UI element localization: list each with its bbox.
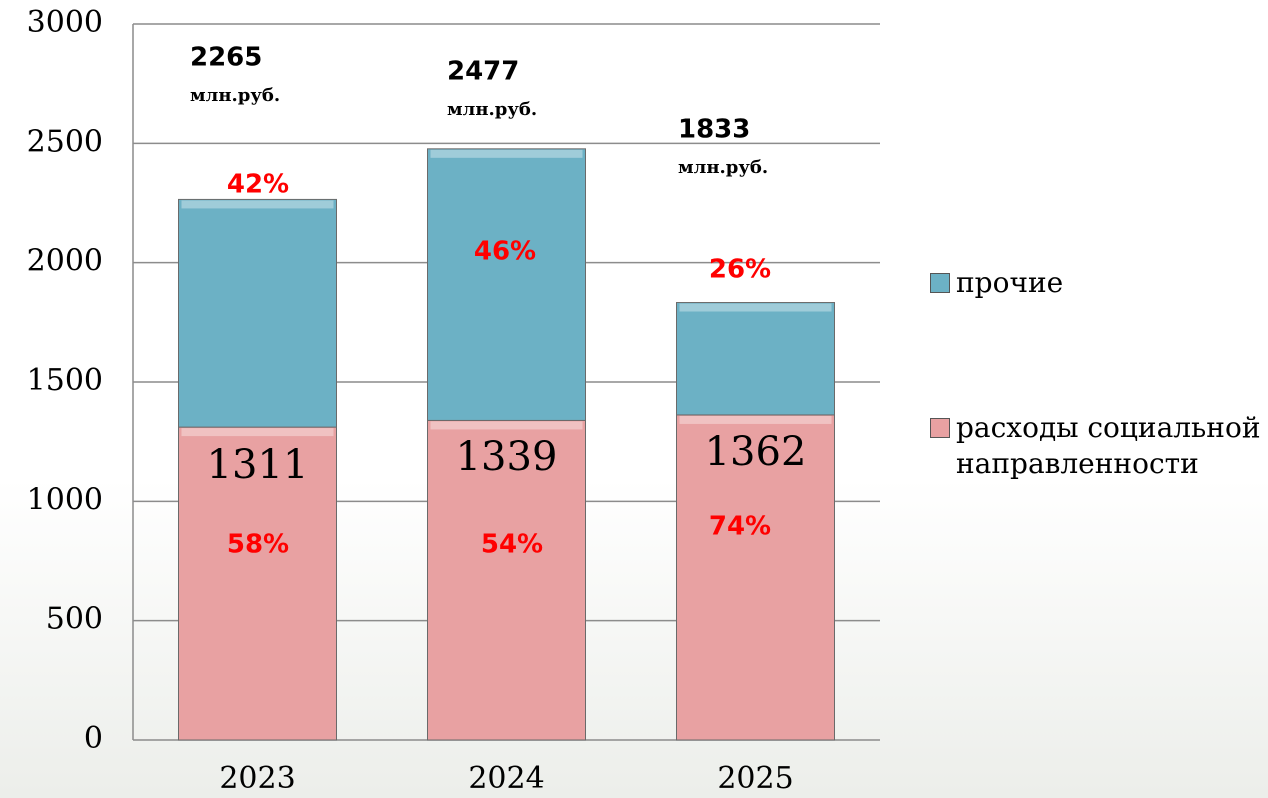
bar-highlight	[679, 303, 832, 312]
x-tick-label: 2025	[717, 761, 793, 796]
bar-highlight	[430, 421, 583, 430]
percent-label: 46%	[474, 237, 536, 267]
total-unit: млн.руб.	[678, 157, 768, 178]
total-unit: млн.руб.	[447, 99, 537, 120]
legend-swatch	[930, 418, 950, 438]
bar-highlight	[181, 200, 334, 209]
y-tick-label: 1500	[27, 363, 103, 398]
total-label: 2477	[447, 57, 519, 87]
legend-label: расходы социальной направленности	[956, 411, 1261, 480]
bar-segment	[676, 414, 835, 741]
percent-label: 26%	[709, 255, 771, 285]
bar-segment	[427, 148, 586, 421]
legend-swatch	[930, 273, 950, 293]
percent-label: 58%	[227, 530, 289, 560]
y-tick-label: 0	[84, 721, 103, 756]
value-label: 1311	[207, 442, 309, 488]
bar-segment	[178, 426, 337, 741]
total-label: 1833	[678, 115, 750, 145]
legend-item: прочие	[930, 265, 1268, 301]
bar-highlight	[679, 415, 832, 424]
bar-highlight	[181, 428, 334, 437]
bar-segment	[427, 419, 586, 741]
x-tick-label: 2024	[468, 761, 544, 796]
y-tick-label: 2500	[27, 124, 103, 159]
y-tick-label: 1000	[27, 482, 103, 517]
bar-segment	[676, 302, 835, 416]
total-unit: млн.руб.	[190, 85, 280, 106]
y-tick-label: 3000	[27, 5, 103, 40]
value-label: 1362	[705, 429, 807, 475]
legend-item: расходы социальной направленности	[930, 410, 1268, 482]
y-tick-label: 500	[46, 602, 103, 637]
percent-label: 54%	[481, 530, 543, 560]
bar-segment	[178, 198, 337, 428]
bar-highlight	[430, 149, 583, 158]
total-label: 2265	[190, 43, 262, 73]
value-label: 1339	[456, 434, 558, 480]
y-tick-label: 2000	[27, 244, 103, 279]
x-tick-label: 2023	[219, 761, 295, 796]
legend-label: прочие	[956, 266, 1064, 299]
percent-label: 42%	[227, 170, 289, 200]
percent-label: 74%	[709, 512, 771, 542]
